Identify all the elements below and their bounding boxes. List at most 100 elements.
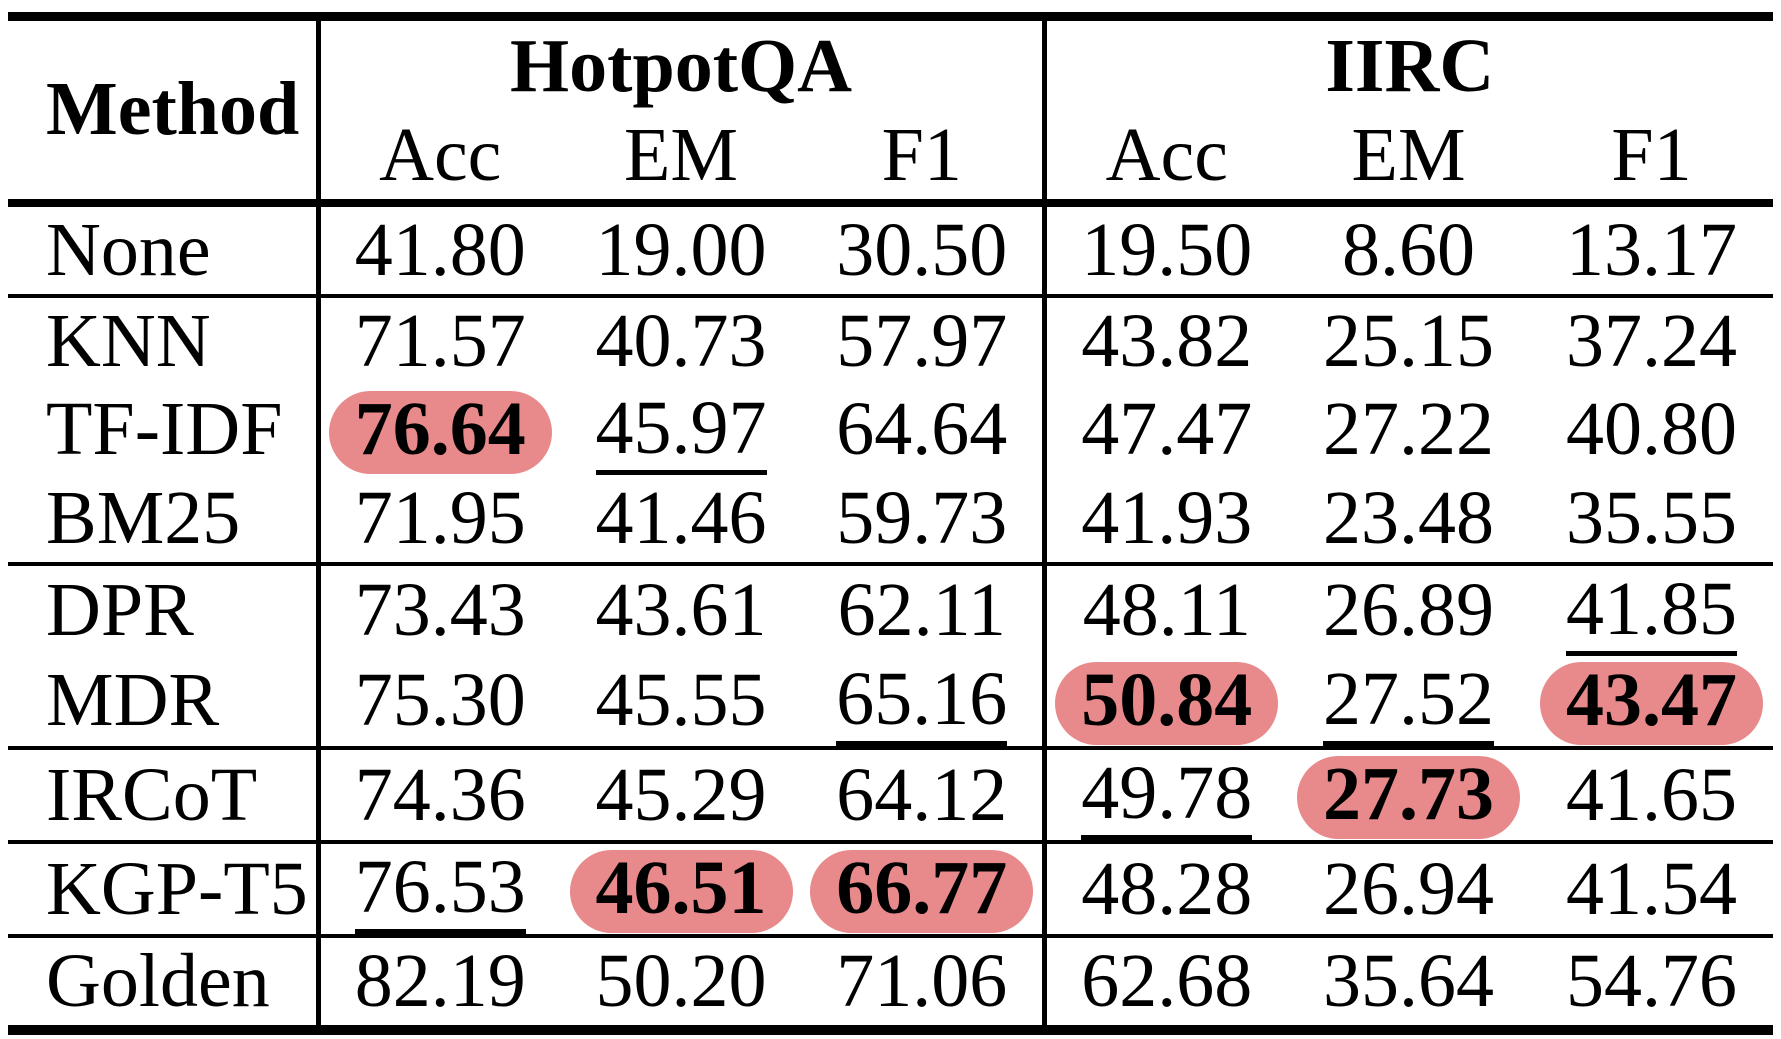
value-text: 71.95 — [354, 475, 526, 560]
value-cell: 71.57 — [315, 295, 560, 385]
row-group-4: KGP-T5 76.53 46.51 66.77 48.28 26.94 41.54 — [8, 842, 1774, 937]
underlined-value: 76.53 — [354, 849, 526, 935]
underlined-value: 41.85 — [1566, 571, 1738, 656]
value-cell: 57.97 — [802, 296, 1044, 385]
column-header-hotpotqa-f1: F1 — [881, 112, 962, 197]
value-text: 48.11 — [1082, 568, 1251, 653]
column-header-iirc-em: EM — [1351, 112, 1466, 197]
value-cell: 23.48 — [1287, 475, 1530, 564]
value-cell: 27.73 — [1287, 748, 1530, 842]
value-cell: 46.51 — [560, 842, 802, 936]
value-text: 41.65 — [1566, 752, 1738, 837]
value-text: 82.19 — [354, 939, 526, 1024]
value-cell: 27.22 — [1287, 385, 1530, 475]
value-cell: 41.93 — [1041, 474, 1288, 564]
value-text: 35.64 — [1323, 939, 1495, 1024]
value-cell: 65.16 — [802, 656, 1044, 748]
value-cell: 64.12 — [802, 748, 1044, 842]
table-row-knn: KNN 71.57 40.73 57.97 43.82 25.15 37.24 — [8, 295, 1773, 385]
highlighted-value: 43.47 — [1540, 662, 1764, 746]
method-cell-bm25: BM25 — [46, 475, 241, 560]
value-text: 13.17 — [1566, 207, 1738, 292]
value-text: 74.36 — [354, 752, 526, 837]
highlighted-value: 46.51 — [569, 850, 793, 934]
value-cell: 48.11 — [1041, 563, 1288, 656]
underlined-value: 65.16 — [836, 661, 1008, 747]
method-cell-golden: Golden — [46, 939, 270, 1024]
value-text: 40.73 — [595, 298, 767, 383]
value-cell: 43.61 — [560, 564, 802, 656]
value-cell: 19.50 — [1041, 202, 1288, 296]
table-row-mdr: MDR 75.30 45.55 65.16 50.84 27.52 43.47 — [8, 655, 1773, 749]
method-cell-dpr: DPR — [46, 568, 194, 653]
highlighted-value: 27.73 — [1297, 756, 1521, 840]
value-text: 41.80 — [354, 207, 526, 292]
value-cell: 40.73 — [560, 296, 802, 385]
table-row-kgp-t5: KGP-T5 76.53 46.51 66.77 48.28 26.94 41.54 — [8, 842, 1773, 937]
value-cell: 30.50 — [802, 203, 1044, 296]
value-cell: 40.80 — [1530, 385, 1773, 475]
value-cell: 41.85 — [1530, 564, 1773, 656]
value-cell: 13.17 — [1530, 203, 1773, 296]
value-cell: 50.84 — [1041, 655, 1288, 749]
highlighted-value: 76.64 — [328, 390, 552, 474]
value-text: 59.73 — [836, 475, 1008, 560]
value-cell: 62.11 — [802, 564, 1044, 656]
value-text: 40.80 — [1566, 387, 1738, 472]
value-text: 30.50 — [836, 207, 1008, 292]
column-header-iirc-acc: Acc — [1041, 111, 1288, 203]
value-text: 57.97 — [836, 298, 1008, 383]
value-text: 27.22 — [1323, 387, 1495, 472]
value-cell: 75.30 — [315, 655, 560, 749]
value-text: 19.00 — [595, 207, 767, 292]
method-cell-ircot: IRCoT — [46, 752, 258, 837]
value-cell: 71.06 — [802, 936, 1044, 1030]
value-cell: 76.53 — [315, 842, 560, 937]
row-group-2: DPR 73.43 43.61 62.11 48.11 26.89 41.85 MDR 75.3… — [8, 563, 1774, 749]
underlined-value: 45.97 — [595, 389, 767, 475]
value-text: 43.82 — [1081, 298, 1253, 383]
value-text: 26.89 — [1323, 568, 1495, 653]
table-row-tf-idf: TF-IDF 76.64 45.97 64.64 47.47 27.22 40.80 — [8, 384, 1773, 475]
value-text: 41.46 — [595, 475, 767, 560]
table-header: Method HotpotQA IIRC Acc EM F1 Acc EM F1 — [8, 16, 1774, 203]
value-cell: 49.78 — [1041, 748, 1288, 843]
value-text: 48.28 — [1081, 846, 1253, 931]
method-cell-mdr: MDR — [46, 658, 220, 743]
value-text: 47.47 — [1081, 387, 1253, 472]
value-text: 71.57 — [354, 298, 526, 383]
value-text: 41.93 — [1081, 475, 1253, 560]
value-text: 71.06 — [836, 939, 1008, 1024]
value-cell: 41.54 — [1530, 842, 1773, 936]
column-header-iirc-f1: F1 — [1611, 112, 1692, 197]
value-cell: 26.89 — [1287, 564, 1530, 656]
value-text: 35.55 — [1566, 475, 1738, 560]
value-text: 41.54 — [1566, 846, 1738, 931]
value-cell: 64.64 — [802, 385, 1044, 475]
value-text: 23.48 — [1323, 475, 1495, 560]
value-cell: 41.46 — [560, 475, 802, 564]
value-text: 62.68 — [1081, 939, 1253, 1024]
row-group-3: IRCoT 74.36 45.29 64.12 49.78 27.73 41.65 — [8, 748, 1774, 843]
value-cell: 35.55 — [1530, 475, 1773, 564]
value-cell: 45.55 — [560, 656, 802, 748]
value-cell: 71.95 — [315, 474, 560, 564]
value-text: 25.15 — [1323, 298, 1495, 383]
value-text: 64.64 — [836, 387, 1008, 472]
table-row-golden: Golden 82.19 50.20 71.06 62.68 35.64 54.76 — [8, 936, 1773, 1031]
value-cell: 27.52 — [1287, 656, 1530, 748]
row-group-1: KNN 71.57 40.73 57.97 43.82 25.15 37.24 TF-IDF 7… — [8, 295, 1774, 564]
table-row-bm25: BM25 71.95 41.46 59.73 41.93 23.48 35.55 — [8, 474, 1773, 564]
value-cell: 50.20 — [560, 936, 802, 1030]
value-text: 19.50 — [1081, 207, 1253, 292]
method-cell-tf-idf: TF-IDF — [46, 387, 283, 472]
group-header-hotpotqa: HotpotQA — [315, 16, 1045, 112]
value-text: 64.12 — [836, 752, 1008, 837]
method-cell-kgp-t5: KGP-T5 — [46, 846, 308, 931]
value-text: 54.76 — [1566, 939, 1738, 1024]
table-row-dpr: DPR 73.43 43.61 62.11 48.11 26.89 41.85 — [8, 563, 1773, 656]
value-cell: 43.47 — [1530, 656, 1773, 748]
value-cell: 45.29 — [560, 748, 802, 842]
value-cell: 47.47 — [1041, 384, 1288, 475]
value-cell: 62.68 — [1041, 936, 1288, 1031]
